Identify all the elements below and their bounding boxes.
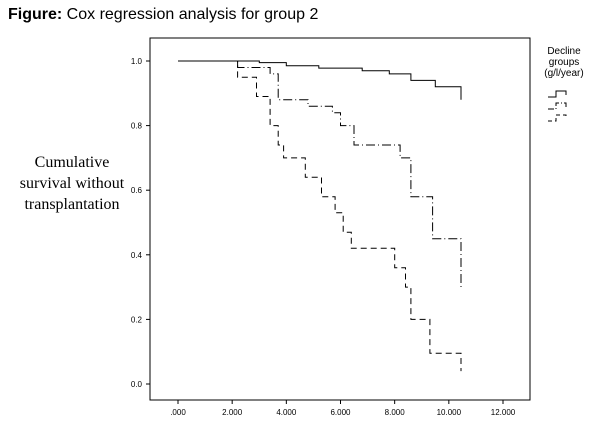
x-tick-label: 6.000 (330, 408, 351, 417)
y-tick-label: 0.6 (131, 186, 143, 195)
figure-title-label: Figure: (8, 6, 63, 23)
figure-title-text: Cox regression analysis for group 2 (62, 6, 319, 23)
x-tick-label: 2.000 (222, 408, 243, 417)
legend-key-dashdot (548, 102, 567, 110)
x-tick-label: 12.000 (491, 408, 516, 417)
legend-key-dashed (548, 114, 567, 122)
y-axis-label-line: survival without (19, 175, 125, 192)
y-tick-label: 0.8 (131, 122, 143, 131)
legend-title-line: Decline (547, 46, 581, 57)
x-tick-label: 10.000 (437, 408, 462, 417)
y-tick-label: 0.2 (131, 315, 143, 324)
y-tick-label: 1.0 (131, 57, 143, 66)
legend-key-solid (548, 90, 567, 98)
series-line-solid (178, 60, 462, 100)
figure-title: Figure: Cox regression analysis for grou… (8, 6, 318, 24)
plot-frame (149, 37, 531, 401)
series-line-dashed (178, 60, 462, 372)
x-tick-label: 8.000 (385, 408, 406, 417)
y-axis-label-line: transplantation (24, 196, 120, 213)
series-line-dashdot (178, 60, 462, 288)
y-tick-label: 0.0 (131, 380, 143, 389)
legend-title-line: groups (548, 57, 580, 68)
x-tick-label: .000 (170, 408, 186, 417)
y-tick-label: 0.4 (131, 251, 143, 260)
legend-title: Decline groups (g/l/year) (532, 46, 596, 79)
x-tick-label: 4.000 (276, 408, 297, 417)
y-axis-label-line: Cumulative (34, 154, 110, 171)
y-axis-label: Cumulative survival without transplantat… (14, 152, 130, 215)
legend-keys (548, 90, 567, 122)
legend-title-line: (g/l/year) (544, 68, 584, 79)
